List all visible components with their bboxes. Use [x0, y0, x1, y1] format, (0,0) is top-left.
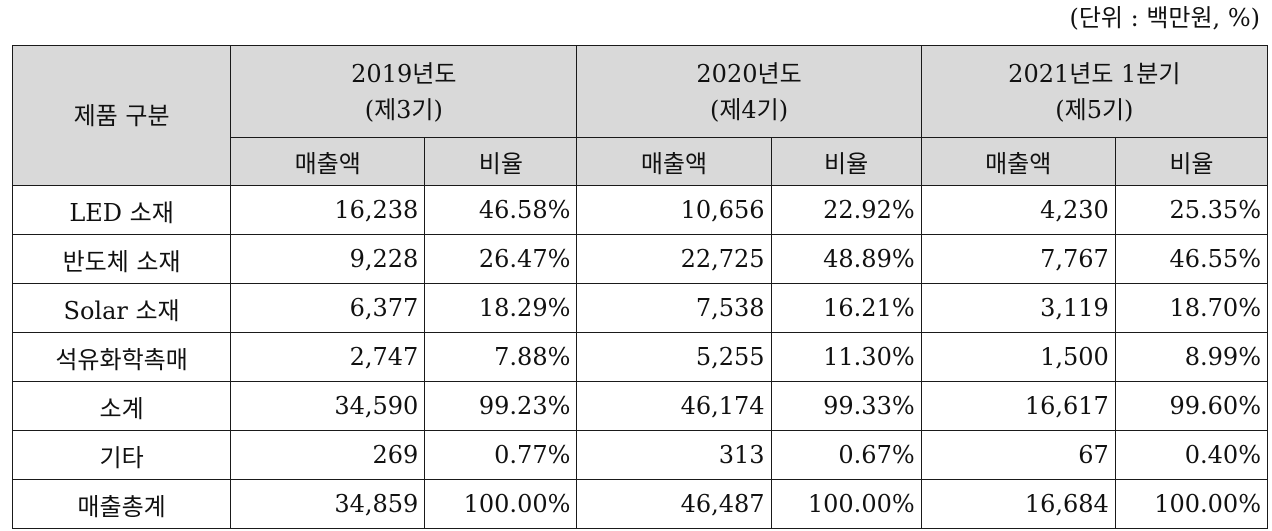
row-category: 석유화학촉매 — [11, 332, 232, 382]
sales-cell: 16,617 — [920, 381, 1116, 431]
ratio-header: 비율 — [424, 137, 578, 186]
sales-cell: 16,238 — [230, 185, 426, 235]
ratio-cell: 18.70% — [1114, 283, 1269, 333]
sales-cell: 67 — [920, 430, 1116, 480]
ratio-cell: 99.23% — [424, 381, 578, 431]
category-header: 제품 구분 — [11, 45, 232, 186]
period-term: (제5기) — [1055, 95, 1134, 124]
period-year: 2019년도 — [351, 59, 457, 88]
sales-cell: 6,377 — [230, 283, 426, 333]
sales-cell: 16,684 — [920, 479, 1116, 529]
ratio-cell: 11.30% — [770, 332, 922, 382]
unit-note: (단위 : 백만원, %) — [1069, 4, 1260, 32]
ratio-cell: 16.21% — [770, 283, 922, 333]
ratio-cell: 26.47% — [424, 234, 578, 284]
row-category: Solar 소재 — [11, 283, 232, 333]
ratio-cell: 0.67% — [770, 430, 922, 480]
sales-header: 매출액 — [230, 137, 426, 186]
sales-cell: 7,767 — [920, 234, 1116, 284]
sales-cell: 5,255 — [576, 332, 772, 382]
sales-cell: 9,228 — [230, 234, 426, 284]
ratio-cell: 18.29% — [424, 283, 578, 333]
row-category: 반도체 소재 — [11, 234, 232, 284]
ratio-cell: 8.99% — [1114, 332, 1269, 382]
ratio-cell: 100.00% — [770, 479, 922, 529]
sales-cell: 4,230 — [920, 185, 1116, 235]
sales-cell: 34,590 — [230, 381, 426, 431]
table-row: 석유화학촉매 2,747 7.88% 5,255 11.30% 1,500 8.99% — [11, 332, 1269, 382]
period-header-2019: 2019년도 (제3기) — [230, 45, 578, 138]
row-category: 소계 — [11, 381, 232, 431]
period-term: (제4기) — [709, 95, 789, 124]
sales-cell: 46,174 — [576, 381, 772, 431]
ratio-header: 비율 — [770, 137, 922, 186]
ratio-cell: 0.40% — [1114, 430, 1269, 480]
period-year: 2020년도 — [696, 59, 802, 88]
table-row: 매출총계 34,859 100.00% 46,487 100.00% 16,684 100.… — [11, 479, 1269, 529]
sales-cell: 269 — [230, 430, 426, 480]
sales-cell: 22,725 — [576, 234, 772, 284]
ratio-cell: 100.00% — [1114, 479, 1269, 529]
sales-cell: 10,656 — [576, 185, 772, 235]
row-category: 매출총계 — [11, 479, 232, 529]
sales-cell: 2,747 — [230, 332, 426, 382]
table-row: LED 소재 16,238 46.58% 10,656 22.92% 4,230 25.35… — [11, 185, 1269, 235]
sales-cell: 7,538 — [576, 283, 772, 333]
sales-cell: 46,487 — [576, 479, 772, 529]
period-header-2020: 2020년도 (제4기) — [576, 45, 922, 138]
sales-cell: 1,500 — [920, 332, 1116, 382]
period-term: (제3기) — [364, 95, 443, 124]
ratio-cell: 46.55% — [1114, 234, 1269, 284]
table-row: 기타 269 0.77% 313 0.67% 67 0.40% — [11, 430, 1269, 480]
ratio-cell: 100.00% — [424, 479, 578, 529]
ratio-cell: 48.89% — [770, 234, 922, 284]
row-category: LED 소재 — [11, 185, 232, 235]
sales-header: 매출액 — [920, 137, 1116, 186]
table-row: Solar 소재 6,377 18.29% 7,538 16.21% 3,119 18.70… — [11, 283, 1269, 333]
sales-cell: 3,119 — [920, 283, 1116, 333]
sales-table: 제품 구분 2019년도 (제3기) 2020년도 (제4기) 2021년도 1… — [11, 45, 1269, 529]
ratio-cell: 0.77% — [424, 430, 578, 480]
row-category: 기타 — [11, 430, 232, 480]
ratio-header: 비율 — [1114, 137, 1269, 186]
ratio-cell: 25.35% — [1114, 185, 1269, 235]
ratio-cell: 46.58% — [424, 185, 578, 235]
sales-cell: 34,859 — [230, 479, 426, 529]
sales-header: 매출액 — [576, 137, 772, 186]
sales-cell: 313 — [576, 430, 772, 480]
period-header-2021q1: 2021년도 1분기 (제5기) — [920, 45, 1269, 138]
ratio-cell: 22.92% — [770, 185, 922, 235]
table-row: 소계 34,590 99.23% 46,174 99.33% 16,617 99.60% — [11, 381, 1269, 431]
table-body: LED 소재 16,238 46.58% 10,656 22.92% 4,230 25.35… — [11, 185, 1269, 529]
ratio-cell: 99.33% — [770, 381, 922, 431]
period-year: 2021년도 1분기 — [1008, 59, 1181, 88]
table-row: 반도체 소재 9,228 26.47% 22,725 48.89% 7,767 46.55% — [11, 234, 1269, 284]
ratio-cell: 7.88% — [424, 332, 578, 382]
ratio-cell: 99.60% — [1114, 381, 1269, 431]
